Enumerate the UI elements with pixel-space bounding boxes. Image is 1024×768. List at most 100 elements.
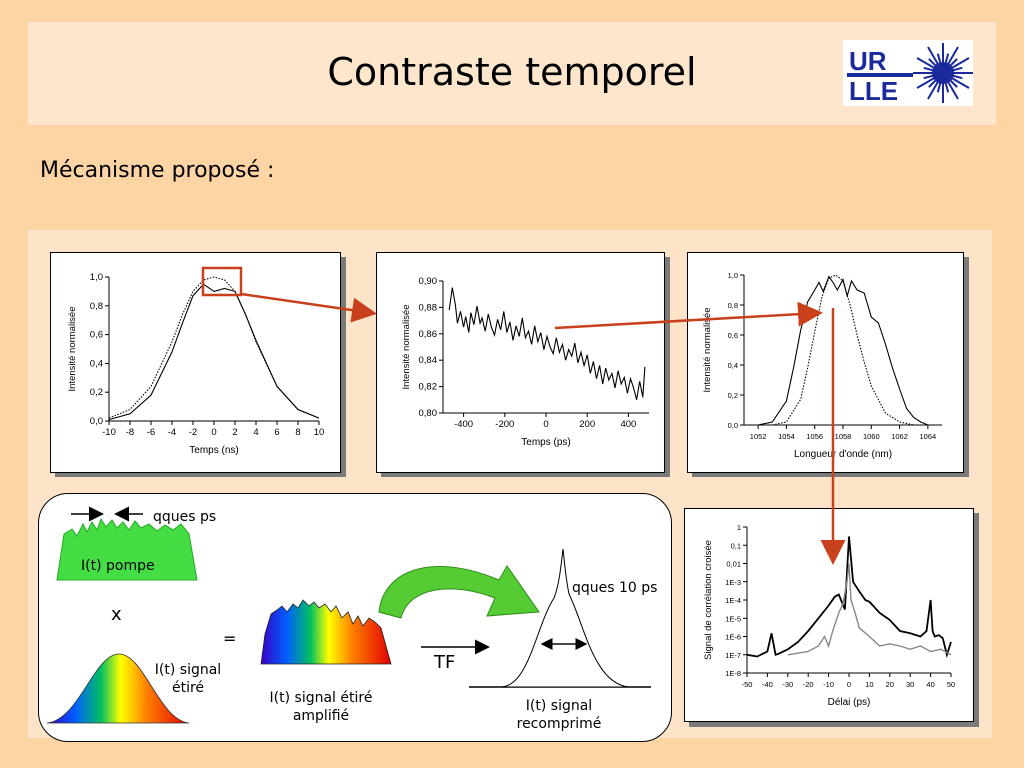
x-tick-label: 1064 xyxy=(920,432,937,441)
x-tick-label: 2 xyxy=(232,427,237,438)
x-tick-label: -40 xyxy=(762,680,773,689)
y-tick-label: 0,6 xyxy=(90,330,103,341)
y-tick-label: 1E-5 xyxy=(725,614,741,623)
urlle-logo: UR LLE xyxy=(843,40,973,106)
series-dotted xyxy=(772,274,914,426)
recompressed-duration-label: qques 10 ps xyxy=(572,580,658,596)
y-tick-label: 0,8 xyxy=(728,301,738,310)
slide-title: Contraste temporel xyxy=(327,50,697,94)
y-tick-label: 0,0 xyxy=(90,416,103,427)
series-dotted xyxy=(108,276,320,419)
x-axis-label: Temps (ps) xyxy=(521,437,570,448)
fourier-transform-label: TF xyxy=(434,652,456,673)
x-tick-label: 40 xyxy=(926,680,934,689)
stretched-signal-shape xyxy=(46,653,190,724)
y-tick-label: 1E-7 xyxy=(725,651,741,660)
x-axis-label: Temps (ns) xyxy=(189,445,238,456)
x-tick-label: 4 xyxy=(253,427,258,438)
fig1-svg: -10 -8 -6 -4 -2 0 2 4 6 8 10 0,0 0,2 0,4 0,6 0,8 1,0 Temp… xyxy=(67,272,325,456)
fig4-svg: -50 -40 -30 -20 -10 0 10 20 30 40 50 1E-8 1E-7 1E-6 1E… xyxy=(703,523,955,708)
chart-cross-correlation: -50 -40 -30 -20 -10 0 10 20 30 40 50 1E-8 1E-7 1E-6 1E… xyxy=(684,508,974,722)
series-solid xyxy=(757,275,929,426)
x-tick-label: 30 xyxy=(906,680,914,689)
y-tick-label: 0,2 xyxy=(90,387,103,398)
y-tick-label: 0,88 xyxy=(419,302,438,313)
logo-line1: UR xyxy=(849,46,887,76)
pump-pulse-shape xyxy=(56,517,198,581)
y-tick-label: 1 xyxy=(737,523,741,532)
y-tick-label: 0,80 xyxy=(419,408,438,419)
x-tick-label: 1062 xyxy=(891,432,908,441)
y-tick-label: 0,4 xyxy=(90,358,103,369)
y-tick-label: 0,90 xyxy=(419,276,438,287)
x-tick-label: 1052 xyxy=(750,432,767,441)
fig2-svg: -400 -200 0 200 400 0,80 0,82 0,84 0,86 0,88 0,90 T… xyxy=(401,276,649,448)
y-tick-label: 1E-4 xyxy=(725,596,741,605)
x-tick-label: -2 xyxy=(189,427,197,438)
amplified-signal-shape xyxy=(260,599,392,665)
x-tick-label: 50 xyxy=(947,680,955,689)
x-tick-label: 0 xyxy=(543,419,548,430)
y-axis-label: Intensité normalisée xyxy=(67,306,78,391)
x-axis-label: Longueur d'onde (nm) xyxy=(794,449,892,460)
x-tick-label: 400 xyxy=(620,419,636,430)
x-tick-label: 10 xyxy=(314,427,325,438)
y-tick-label: 0,8 xyxy=(90,301,103,312)
series-solid xyxy=(108,283,320,421)
title-bar xyxy=(28,22,996,125)
y-tick-label: 0,01 xyxy=(726,560,741,569)
fig3-svg: 1052 1054 1056 1058 1060 1062 1064 0,0 0,2 0,4 0,6… xyxy=(702,271,942,460)
series-solid xyxy=(448,287,646,400)
y-tick-label: 0,86 xyxy=(419,329,438,340)
y-tick-label: 0,1 xyxy=(731,541,741,550)
y-axis-label: Signal de corrélation croisée xyxy=(703,540,714,660)
chart-intensity-vs-time-ns: -10 -8 -6 -4 -2 0 2 4 6 8 10 0,0 0,2 0,4 0,6 0,8 1,0 Temp… xyxy=(50,252,341,473)
logo-line2: LLE xyxy=(849,76,898,106)
subtitle: Mécanisme proposé : xyxy=(40,158,275,183)
x-tick-label: -10 xyxy=(823,680,834,689)
mechanism-diagram xyxy=(46,506,651,724)
y-tick-label: 1,0 xyxy=(90,272,103,283)
y-tick-label: 1E-8 xyxy=(725,669,741,678)
x-tick-label: -8 xyxy=(126,427,134,438)
chart-intensity-vs-time-ps: -400 -200 0 200 400 0,80 0,82 0,84 0,86 0,88 0,90 T… xyxy=(376,252,665,473)
y-tick-label: 1E-3 xyxy=(725,578,741,587)
recompressed-signal-label: I(t) signal recomprimé xyxy=(516,698,602,732)
x-tick-label: -30 xyxy=(782,680,793,689)
x-tick-label: -10 xyxy=(102,427,116,438)
mechanism-box: qques ps I(t) pompe x = I(t) signal étiré… xyxy=(38,493,672,742)
x-tick-label: -4 xyxy=(168,427,176,438)
stretched-signal-label: I(t) signal étiré xyxy=(154,662,222,696)
x-tick-label: 1054 xyxy=(778,432,795,441)
y-tick-label: 0,84 xyxy=(419,355,438,366)
y-tick-label: 0,82 xyxy=(419,382,438,393)
equals-symbol: = xyxy=(223,629,237,648)
logo-core xyxy=(932,62,954,84)
y-tick-label: 0,2 xyxy=(728,391,738,400)
pump-duration-label: qques ps xyxy=(153,509,217,525)
times-symbol: x xyxy=(111,604,122,625)
x-axis-label: Délai (ps) xyxy=(828,697,871,708)
x-tick-label: 200 xyxy=(579,419,595,430)
y-tick-label: 0,6 xyxy=(728,331,738,340)
x-tick-label: 1060 xyxy=(863,432,880,441)
x-tick-label: 0 xyxy=(211,427,216,438)
green-curved-arrow xyxy=(378,565,540,619)
x-tick-label: 0 xyxy=(847,680,851,689)
x-tick-label: -50 xyxy=(742,680,753,689)
x-tick-label: 6 xyxy=(274,427,279,438)
x-tick-label: -400 xyxy=(454,419,473,430)
laser-star-icon xyxy=(913,43,973,103)
recompressed-signal-shape xyxy=(500,548,630,688)
y-tick-label: 0,4 xyxy=(728,361,738,370)
x-tick-label: 20 xyxy=(886,680,894,689)
x-tick-label: -20 xyxy=(803,680,814,689)
chart-spectrum: 1052 1054 1056 1058 1060 1062 1064 0,0 0,2 0,4 0,6… xyxy=(687,252,964,473)
x-tick-label: -200 xyxy=(495,419,514,430)
x-tick-label: 1056 xyxy=(806,432,823,441)
x-tick-label: 1058 xyxy=(835,432,852,441)
x-tick-label: -6 xyxy=(147,427,155,438)
series-solid-black xyxy=(746,536,952,659)
y-tick-label: 1E-6 xyxy=(725,633,741,642)
x-tick-label: 8 xyxy=(295,427,300,438)
